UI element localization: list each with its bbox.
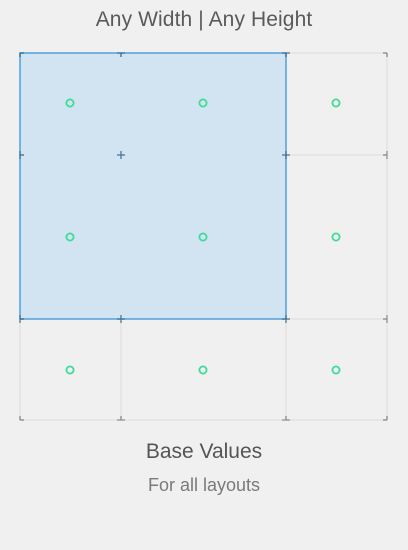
cell-indicator-dot-icon (65, 98, 75, 108)
grid-tick (383, 416, 388, 421)
selected-size-class-region (19, 52, 287, 320)
size-class-cell-compact-compact[interactable] (20, 53, 121, 155)
grid-tick (19, 52, 24, 57)
grid-tick (19, 315, 24, 323)
cell-indicator-dot-icon (65, 365, 75, 375)
size-class-cell-any-any[interactable] (121, 155, 286, 319)
cell-indicator-dot-icon (331, 232, 341, 242)
size-class-cell-compact-any[interactable] (20, 155, 121, 319)
grid-tick (117, 416, 125, 421)
grid-cells (20, 53, 387, 420)
grid-tick (282, 151, 290, 159)
grid-tick (383, 315, 388, 323)
grid-tick (282, 315, 290, 323)
cell-indicator-dot-icon (198, 365, 208, 375)
size-class-cell-regular-compact[interactable] (286, 53, 387, 155)
cell-indicator-dot-icon (198, 232, 208, 242)
grid-tick (117, 315, 125, 323)
size-class-cell-any-compact[interactable] (121, 53, 286, 155)
size-class-cell-compact-regular[interactable] (20, 319, 121, 420)
grid-tick (117, 52, 125, 57)
size-class-cell-any-regular[interactable] (121, 319, 286, 420)
size-class-cell-regular-any[interactable] (286, 155, 387, 319)
grid-tick (383, 151, 388, 159)
size-class-title: Any Width | Any Height (95, 8, 313, 31)
grid-tick (282, 52, 290, 57)
cell-indicator-dot-icon (331, 365, 341, 375)
grid-tick (383, 52, 388, 57)
cell-indicator-dot-icon (198, 98, 208, 108)
grid-tick (19, 151, 24, 159)
cell-indicator-dot-icon (331, 98, 341, 108)
cell-indicator-dot-icon (65, 232, 75, 242)
grid-tick (282, 416, 290, 421)
size-class-grid[interactable] (0, 40, 408, 430)
grid-tick (19, 416, 24, 421)
size-class-cell-regular-regular[interactable] (286, 319, 387, 420)
base-values-subtitle: For all layouts (147, 475, 261, 495)
grid-ticks (19, 52, 388, 421)
base-values-title: Base Values (145, 440, 263, 463)
grid-tick (117, 151, 125, 159)
